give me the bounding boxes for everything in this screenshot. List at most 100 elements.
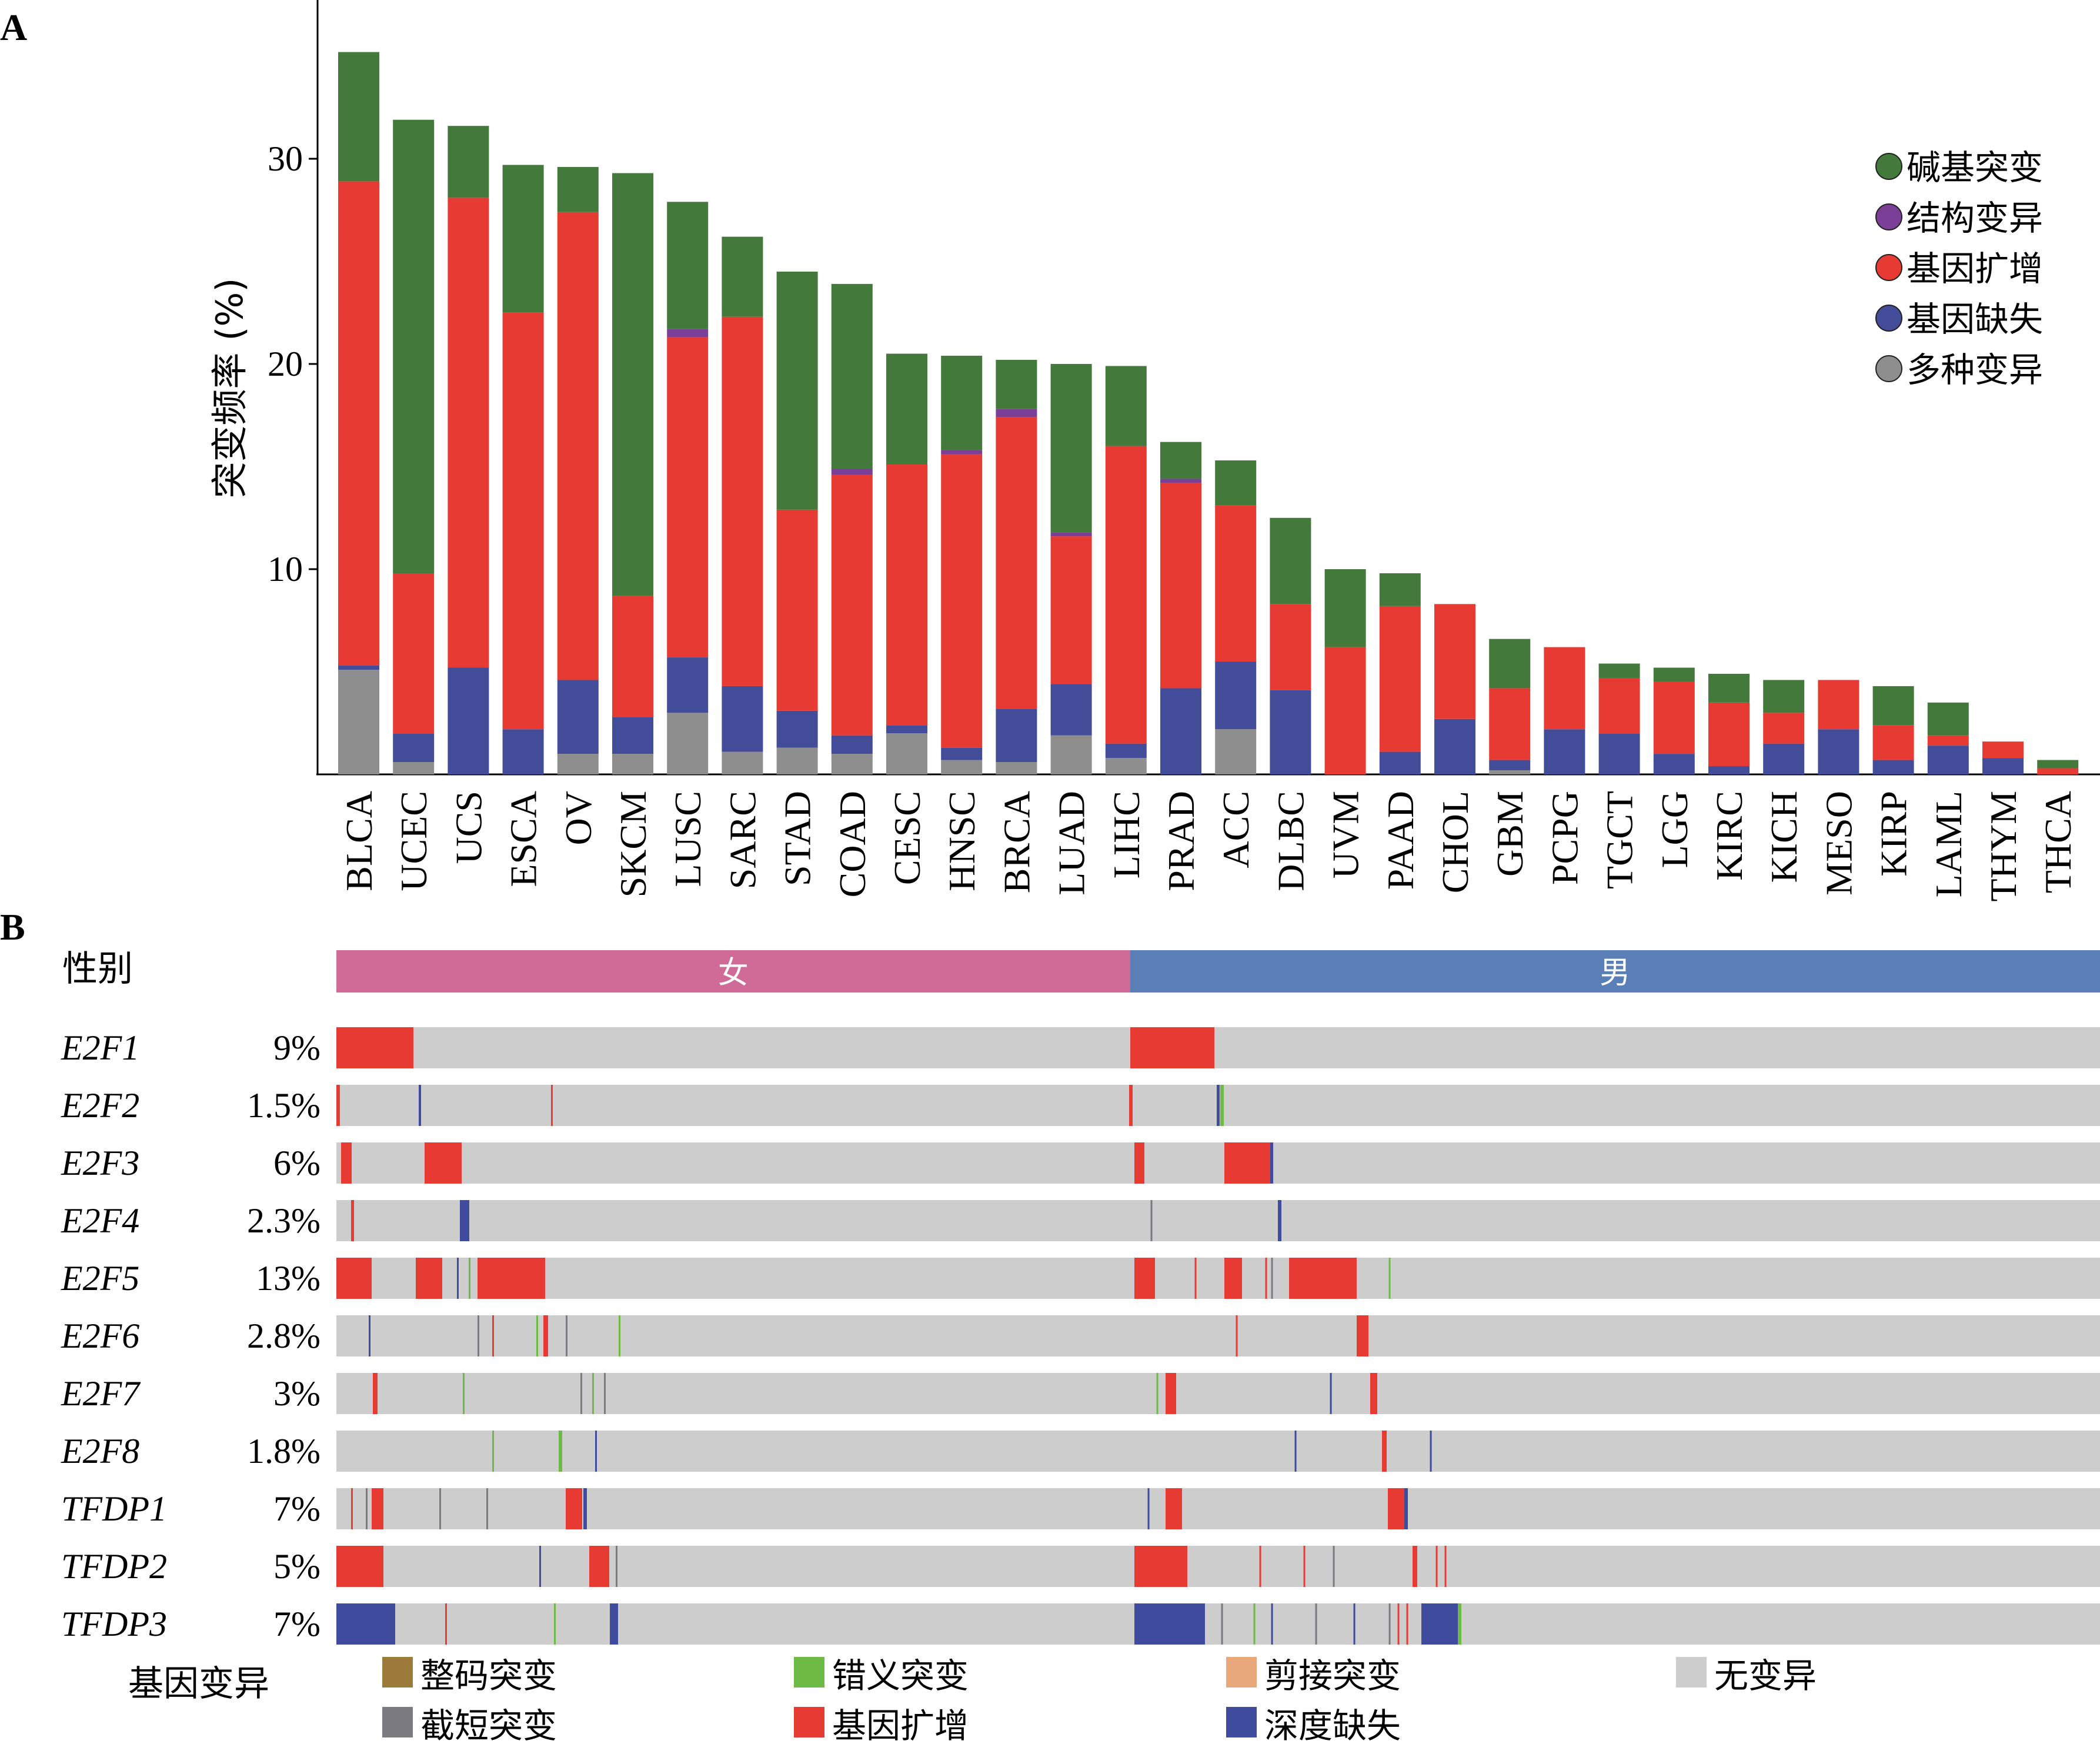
gene-row: E2F8 1.8% [61,1431,2100,1472]
bar-segment [667,657,709,713]
category-label: STAD [777,791,819,886]
sample-mark [492,1431,494,1472]
alteration-block [1404,1488,1408,1529]
legend-swatch [1226,1657,1257,1688]
alteration-block [1413,1546,1417,1587]
gene-name: E2F4 [61,1201,139,1240]
bar-segment [941,450,983,455]
alteration-block [416,1258,442,1299]
sample-mark [580,1373,582,1414]
alteration-percentage: 6% [273,1144,320,1182]
bar-segment [886,733,927,774]
gene-name: E2F2 [61,1086,139,1125]
alteration-block [543,1315,548,1356]
sample-mark [445,1603,447,1645]
category-label: SKCM [612,791,654,897]
alteration-block [1134,1603,1205,1645]
category-label: LUSC [667,791,709,887]
bar-segment [941,760,983,774]
bar-segment [886,725,927,734]
sample-mark [1388,1258,1391,1299]
sample-mark [616,1546,617,1587]
alteration-block [336,1027,413,1068]
bar-segment [612,596,653,717]
alteration-block [372,1488,383,1529]
gene-row: E2F4 2.3% [61,1200,2100,1241]
bar-segment [557,680,599,754]
sample-mark [1444,1546,1447,1587]
gene-row: E2F1 9% [61,1027,2100,1068]
sample-mark [492,1315,494,1356]
legend-label: 剪接突变 [1264,1656,1401,1696]
bar-segment [886,465,927,726]
sample-mark [536,1315,538,1356]
category-label: KICH [1763,791,1805,883]
sample-mark [469,1258,470,1299]
bar-segment [1050,532,1092,537]
bar-segment [1160,479,1201,483]
sample-mark [1294,1431,1297,1472]
category-label: THCA [2037,791,2079,893]
sample-mark [1330,1373,1332,1414]
bar-segment [1763,713,1805,744]
bar-segment [1708,766,1750,774]
gene-name: TFDP3 [61,1605,167,1643]
sample-mark [486,1488,488,1529]
category-label: UCEC [393,791,435,891]
alteration-percentage: 7% [273,1489,320,1528]
oncoprint-rows: E2F1 9% E2F2 1.5% E2F3 6% E2F4 2.3% E2F5 13% E2F6 2… [61,1027,2100,1645]
legend-swatch [794,1707,824,1737]
bar-segment [1215,505,1257,662]
panel-a: A 突变频率 (%) 10 20 30 BLCA UCEC UCS ESCA OV SKCM L… [0,0,2100,901]
bar-segment [776,710,818,748]
bar-segment [1598,677,1640,734]
bar-segment [1489,760,1531,771]
bar-segment [776,509,818,711]
sex-track: 女男 [336,950,2100,993]
row-background [336,1027,2100,1068]
category-label: BLCA [338,791,380,891]
sample-mark [554,1603,556,1645]
alteration-block [1388,1488,1404,1529]
panel-a-label: A [0,6,27,48]
category-label: LAML [1928,791,1969,897]
bar-segment [1324,647,1366,774]
sex-track-label: 性别 [62,948,133,990]
gene-row: TFDP2 5% [61,1546,2100,1587]
sample-mark [1397,1603,1400,1645]
bar-segment [502,312,544,730]
bar-segment [1653,754,1695,774]
category-labels: BLCA UCEC UCS ESCA OV SKCM LUSC SARC STAD COAD CES… [338,791,2079,901]
bar-segment [1544,647,1585,730]
alteration-block [336,1546,383,1587]
alteration-percentage: 3% [273,1374,320,1413]
bar-segment [1160,483,1201,689]
bars [338,52,2079,774]
legend-label: 碱基突变 [1907,148,2043,188]
bar-segment [941,454,983,748]
bar-segment [1763,680,1805,713]
alteration-block [1166,1488,1182,1529]
sample-mark [1406,1603,1408,1645]
bar-segment [1324,569,1366,647]
gene-name: E2F1 [61,1028,139,1067]
y-tick-label: 20 [268,345,303,383]
bar-segment [831,468,873,475]
y-ticks: 10 20 30 [268,139,318,589]
alteration-block [1129,1085,1133,1126]
alteration-block [1458,1603,1461,1645]
row-background [336,1373,2100,1414]
row-background [336,1315,2100,1356]
legend-label: 无变异 [1714,1656,1817,1696]
bar-segment [557,212,599,680]
gene-name: TFDP1 [61,1489,167,1528]
legend-label: 基因缺失 [1907,299,2043,339]
bar-segment [1270,604,1311,690]
sample-mark [1271,1603,1273,1645]
bar-segment [1818,729,1859,774]
bar-segment [612,717,653,754]
bar-segment [831,754,873,774]
bar-segment [1160,688,1201,774]
alteration-block [419,1085,421,1126]
